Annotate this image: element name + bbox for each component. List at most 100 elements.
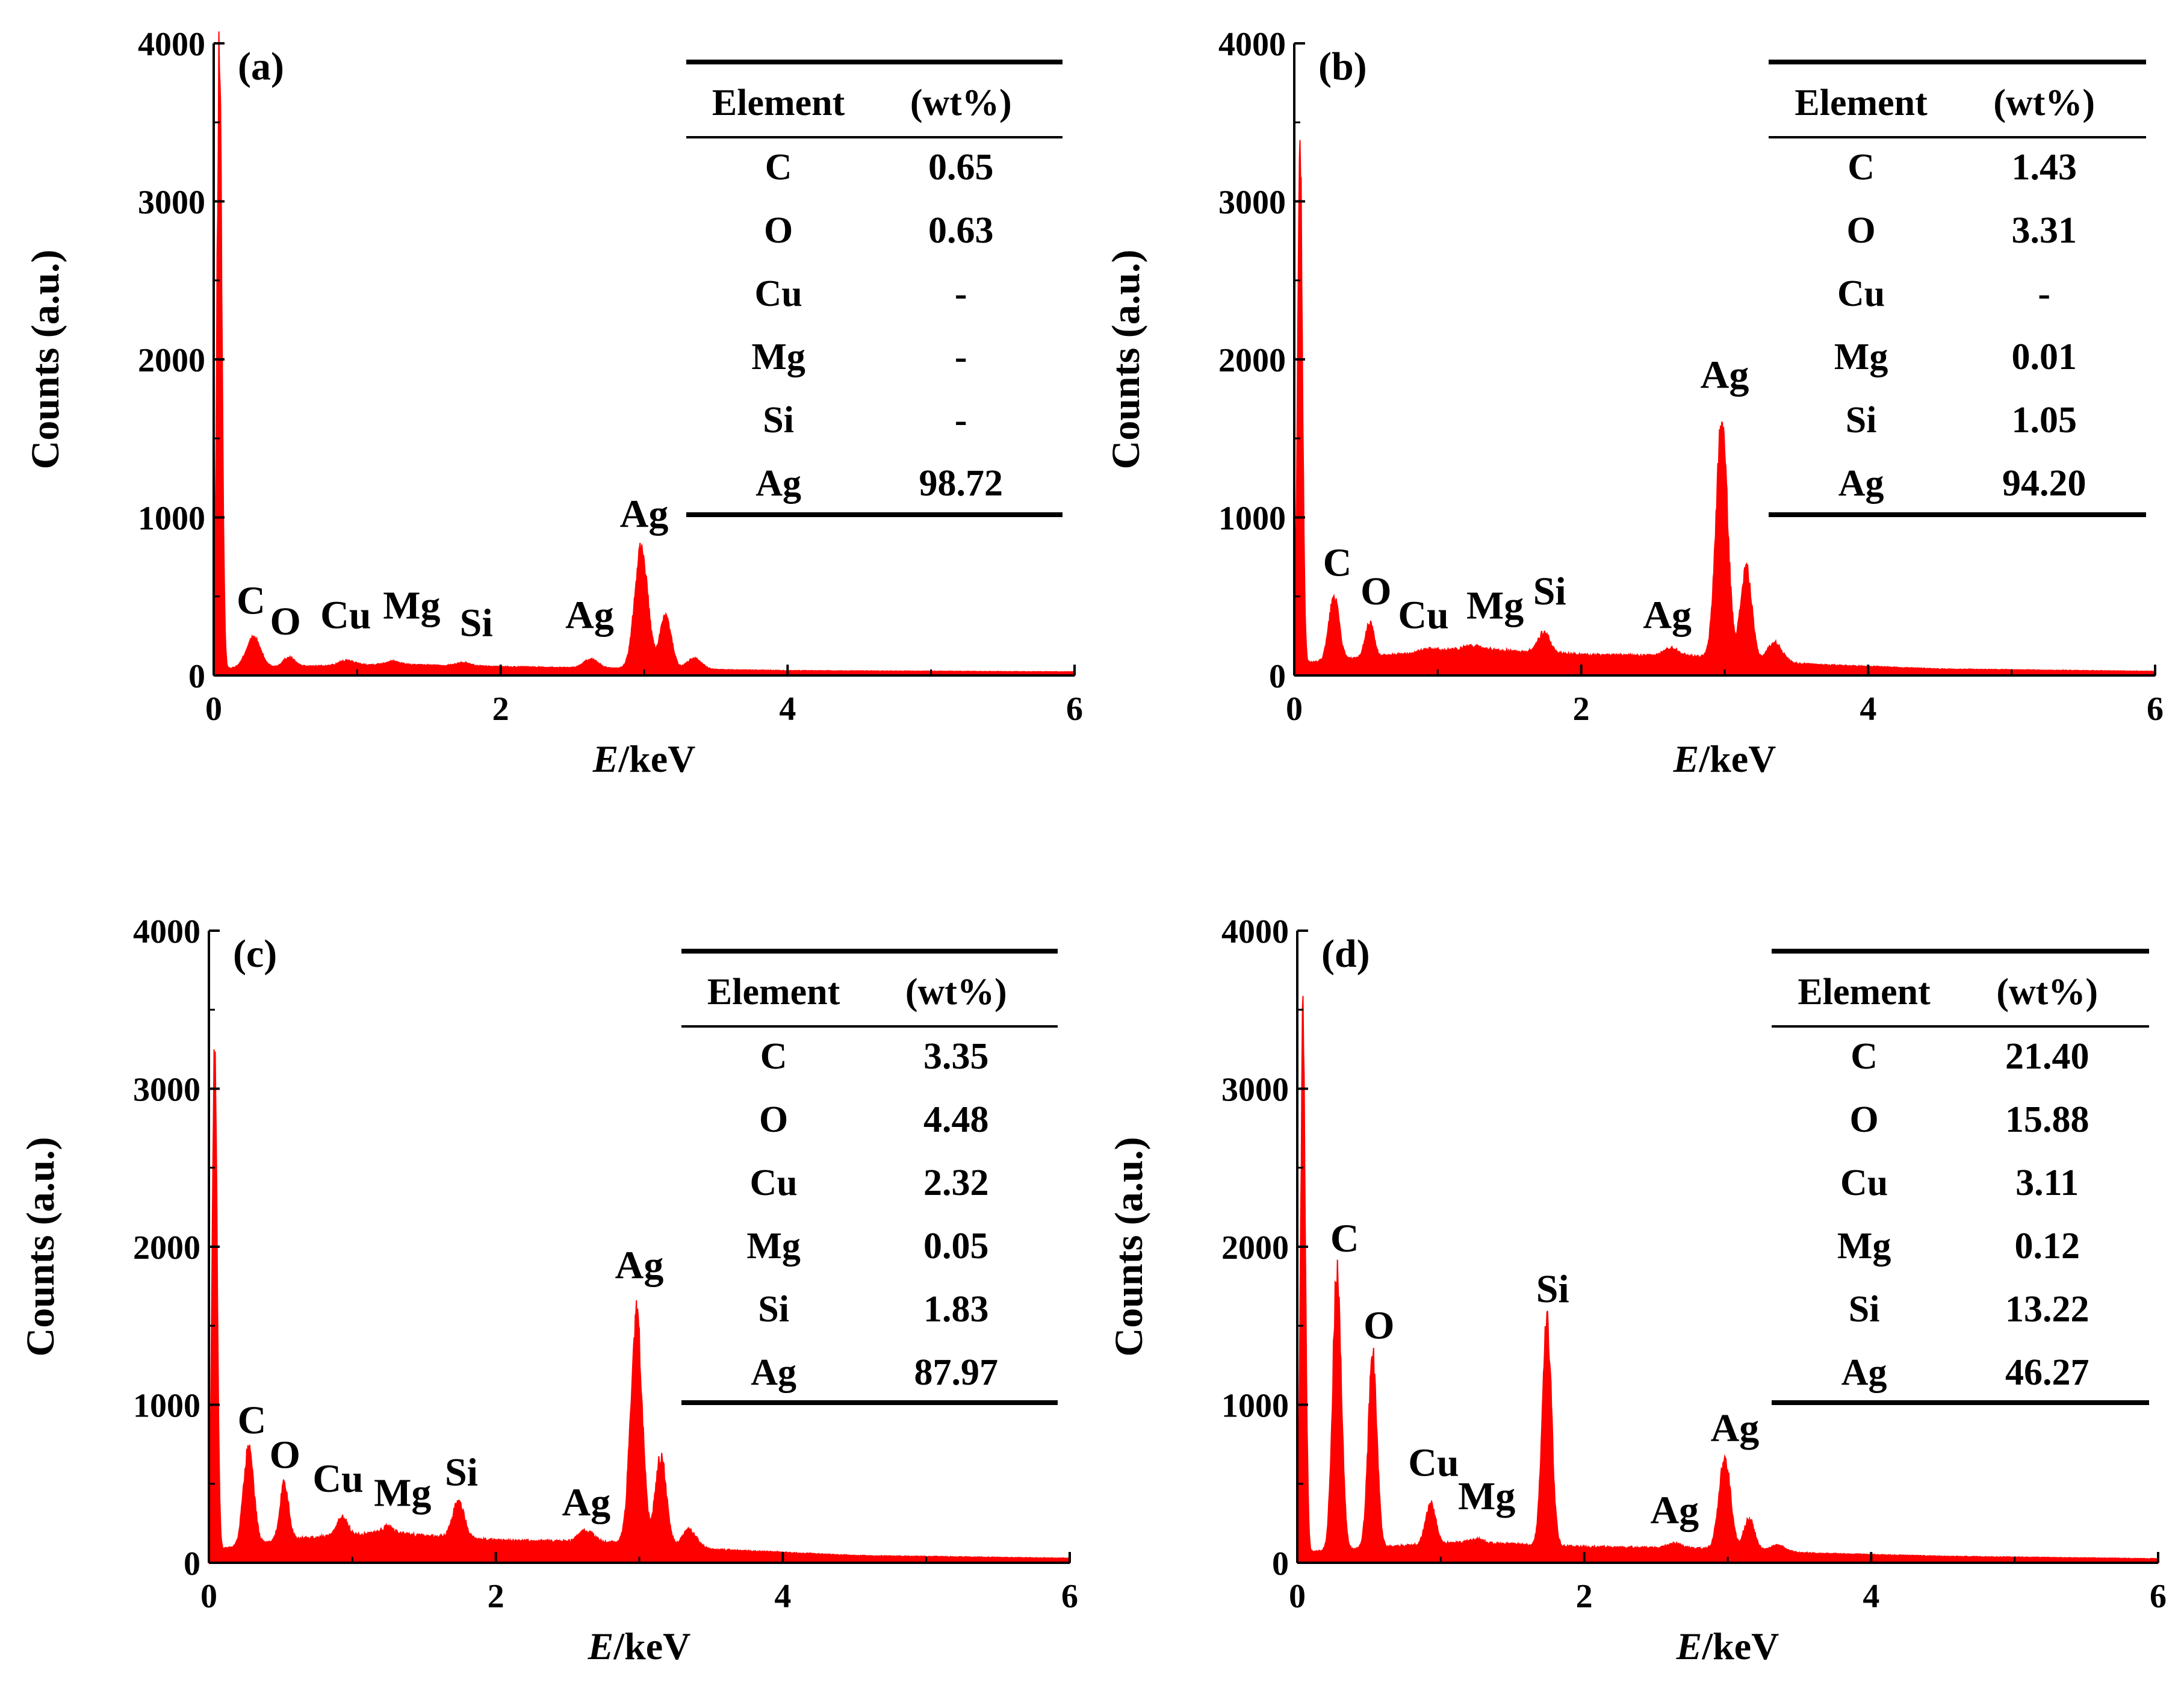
table-cell-element-a: O [764, 210, 793, 251]
table-header-wt-a: (wt%) [910, 82, 1012, 123]
x-axis-title-unit: /keV [1701, 1625, 1779, 1668]
x-axis-title-symbol: E [1676, 1625, 1702, 1668]
y-tick-label-d: 4000 [1221, 913, 1289, 951]
table-cell-wt-c: 1.83 [923, 1289, 989, 1330]
x-tick-label-a: 4 [779, 690, 796, 728]
table-cell-element-d: Ag [1841, 1352, 1887, 1393]
peak-label-a: Cu [320, 593, 371, 637]
y-axis-title-c: Counts (a.u.) [19, 1137, 63, 1357]
peak-label-c: Si [445, 1450, 478, 1494]
panel-label-b: (b) [1318, 45, 1367, 88]
y-tick-label-b: 1000 [1218, 500, 1286, 538]
table-cell-wt-a: - [955, 337, 967, 377]
y-axis-title-a: Counts (a.u.) [23, 250, 67, 470]
table-cell-wt-c: 2.32 [923, 1162, 989, 1203]
x-axis-title-d: E/keV [1676, 1625, 1779, 1668]
table-cell-wt-a: - [955, 273, 967, 314]
x-tick-label-a: 2 [492, 690, 509, 728]
table-cell-element-c: Cu [749, 1162, 797, 1203]
table-cell-element-c: O [759, 1099, 788, 1140]
peak-label-c: Mg [374, 1471, 431, 1515]
table-cell-element-d: Si [1849, 1289, 1880, 1330]
table-cell-wt-b: 1.43 [2011, 147, 2077, 188]
x-axis-title-unit: /keV [1698, 737, 1776, 780]
peak-label-b: Mg [1466, 584, 1524, 628]
panel-label-a: (a) [238, 45, 284, 88]
table-header-wt-c: (wt%) [905, 972, 1007, 1013]
table-cell-element-b: O [1846, 210, 1875, 251]
table-cell-element-b: Mg [1834, 337, 1888, 377]
peak-label-a: Ag [565, 593, 614, 637]
x-tick-label-b: 6 [2147, 690, 2164, 728]
table-cell-wt-b: 94.20 [2002, 463, 2086, 504]
y-tick-label-c: 3000 [133, 1072, 200, 1109]
table-cell-wt-d: 3.11 [2015, 1162, 2079, 1203]
x-tick-label-a: 0 [205, 690, 222, 728]
y-tick-label-c: 0 [184, 1545, 200, 1583]
x-tick-label-a: 6 [1066, 690, 1083, 728]
x-tick-label-d: 0 [1289, 1578, 1306, 1615]
peak-label-d: Mg [1458, 1474, 1515, 1518]
table-cell-element-d: Mg [1837, 1226, 1891, 1267]
table-cell-element-c: Si [758, 1289, 789, 1330]
table-cell-wt-d: 13.22 [2005, 1289, 2089, 1330]
table-cell-element-c: Mg [746, 1226, 801, 1267]
y-tick-label-c: 1000 [133, 1388, 200, 1425]
table-cell-wt-c: 0.05 [923, 1226, 989, 1267]
peak-label-d: Ag [1711, 1406, 1760, 1450]
y-axis-title-b: Counts (a.u.) [1104, 250, 1148, 470]
peak-label-a: Si [460, 601, 493, 645]
table-cell-element-a: C [765, 147, 792, 188]
peak-label-a: Mg [383, 584, 440, 628]
table-cell-wt-a: 0.63 [928, 210, 994, 251]
y-tick-label-d: 2000 [1221, 1229, 1289, 1267]
panel-a: 0 1000 2000 3000 4000 0 2 4 6 E/keV Counts (a.u.) (… [23, 26, 1083, 780]
peak-label-a: O [270, 600, 300, 644]
table-cell-element-b: C [1847, 147, 1875, 188]
y-tick-label-b: 0 [1269, 658, 1286, 695]
table-cell-wt-c: 87.97 [914, 1352, 999, 1393]
table-cell-element-b: Ag [1838, 463, 1884, 504]
y-tick-label-a: 1000 [138, 500, 205, 538]
peak-label-c: C [238, 1398, 267, 1442]
table-cell-element-a: Mg [751, 337, 805, 377]
y-tick-label-a: 0 [188, 658, 205, 695]
y-tick-label-d: 1000 [1221, 1388, 1289, 1425]
peak-label-c: Cu [312, 1457, 363, 1501]
table-cell-wt-d: 46.27 [2005, 1352, 2089, 1393]
y-axis-title-d: Counts (a.u.) [1107, 1137, 1151, 1357]
x-tick-label-b: 0 [1286, 690, 1303, 728]
x-axis-title-unit: /keV [613, 1625, 690, 1668]
x-axis-title-symbol: E [1673, 737, 1699, 780]
x-tick-label-b: 2 [1573, 690, 1590, 728]
y-tick-label-c: 4000 [133, 913, 200, 951]
peak-label-b: Cu [1398, 593, 1448, 637]
table-header-element-a: Element [712, 82, 845, 123]
x-axis-title-b: E/keV [1673, 737, 1776, 780]
y-tick-label-d: 3000 [1221, 1072, 1289, 1109]
x-tick-label-c: 6 [1061, 1578, 1078, 1615]
peak-label-b: Si [1533, 569, 1566, 613]
y-tick-label-b: 3000 [1218, 184, 1286, 222]
peak-label-d: C [1330, 1217, 1359, 1261]
table-cell-element-a: Ag [755, 463, 801, 504]
table-cell-wt-a: 0.65 [928, 147, 994, 188]
table-cell-element-d: C [1851, 1036, 1878, 1077]
y-tick-label-a: 3000 [138, 184, 205, 222]
table-header-wt-b: (wt%) [1993, 82, 2095, 123]
table-cell-wt-d: 0.12 [2014, 1226, 2080, 1267]
peak-label-c: Ag [615, 1244, 664, 1288]
y-tick-label-d: 0 [1272, 1545, 1289, 1583]
panel-b: 0 1000 2000 3000 4000 0 2 4 6 E/keV Counts (a.u.) (… [1104, 26, 2164, 780]
table-cell-wt-c: 3.35 [923, 1036, 989, 1077]
x-tick-label-d: 2 [1576, 1578, 1593, 1615]
x-tick-label-c: 4 [774, 1578, 791, 1615]
table-cell-wt-a: - [955, 400, 967, 441]
table-cell-element-a: Cu [754, 273, 802, 314]
peak-label-b: C [1323, 541, 1352, 585]
table-header-element-d: Element [1798, 972, 1931, 1013]
table-cell-wt-d: 21.40 [2005, 1036, 2089, 1077]
